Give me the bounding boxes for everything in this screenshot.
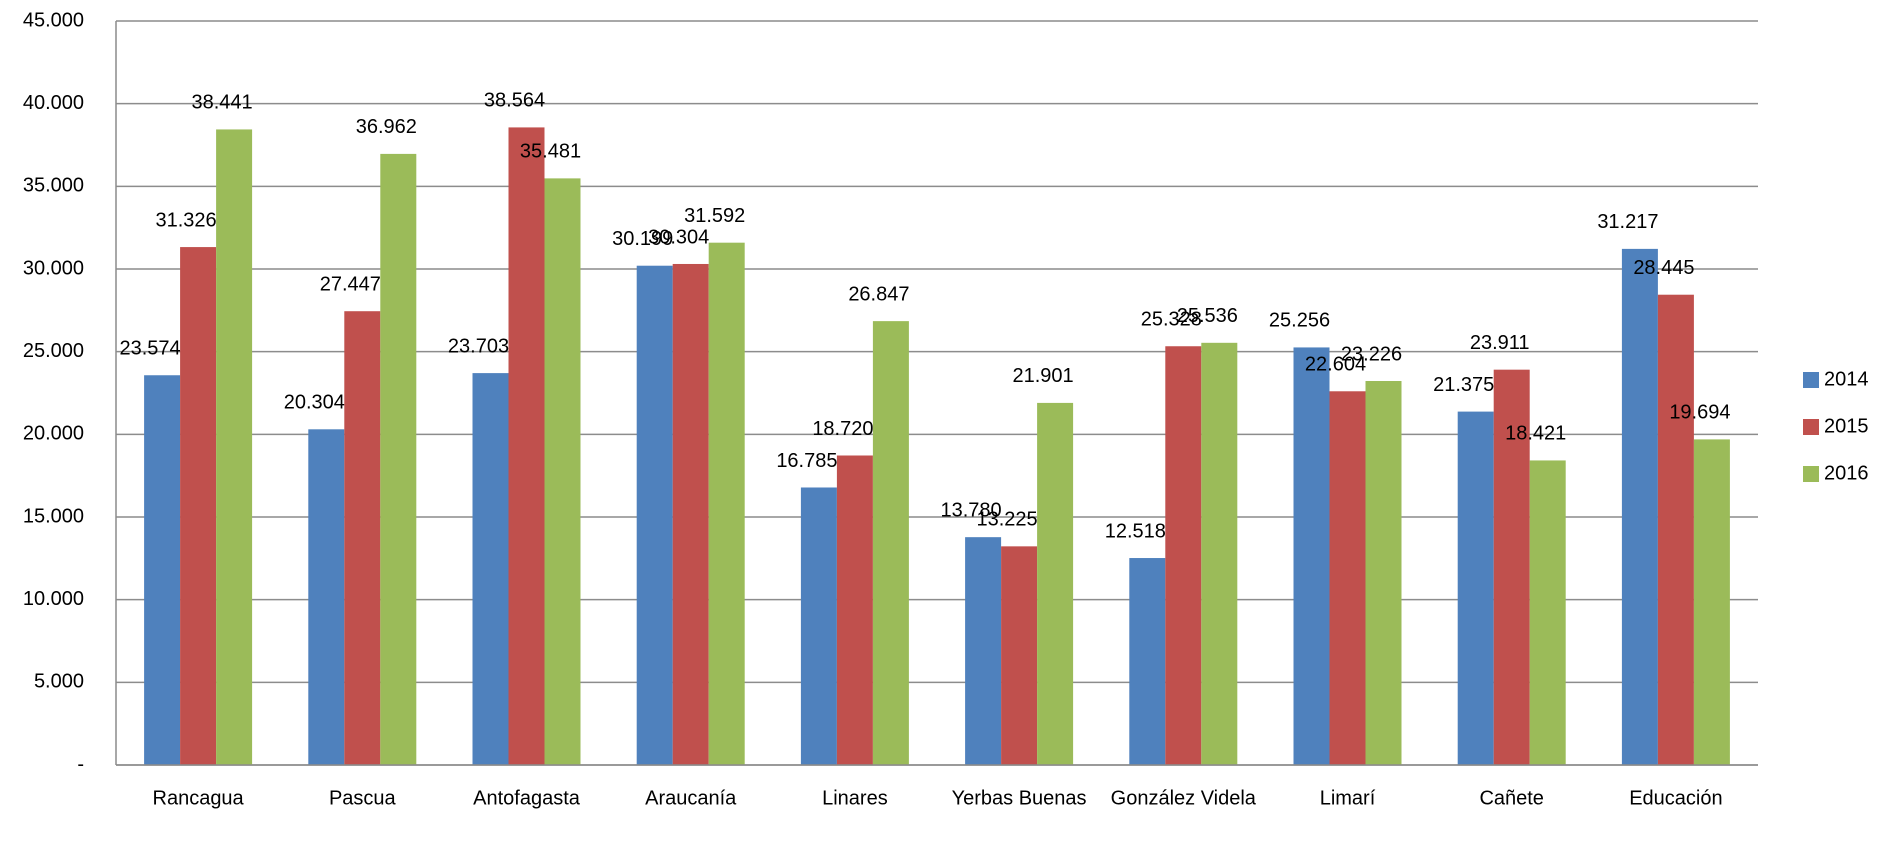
legend-swatch bbox=[1803, 466, 1819, 482]
bar bbox=[1001, 546, 1038, 765]
value-label: 30.304 bbox=[648, 226, 709, 248]
value-label: 18.421 bbox=[1505, 423, 1566, 445]
value-label: 35.481 bbox=[520, 141, 581, 163]
x-tick-label: Araucanía bbox=[645, 787, 737, 809]
bar bbox=[308, 429, 345, 765]
x-tick-label: Antofagasta bbox=[473, 787, 581, 809]
y-tick-label: 20.000 bbox=[23, 423, 84, 445]
x-tick-label: Rancagua bbox=[153, 787, 245, 809]
bar bbox=[1329, 391, 1366, 765]
bar bbox=[1621, 248, 1658, 766]
value-label: 26.847 bbox=[848, 283, 909, 305]
bar bbox=[1201, 342, 1238, 765]
value-label: 13.225 bbox=[977, 509, 1038, 531]
value-label: 36.962 bbox=[356, 116, 417, 138]
legend-label: 2015 bbox=[1824, 415, 1869, 437]
bar bbox=[965, 537, 1002, 765]
value-label: 38.564 bbox=[484, 90, 545, 112]
value-label: 38.441 bbox=[192, 92, 253, 114]
value-label: 19.694 bbox=[1669, 402, 1730, 424]
y-tick-label: 30.000 bbox=[23, 257, 84, 279]
bar bbox=[1693, 439, 1730, 765]
y-tick-label: 15.000 bbox=[23, 505, 84, 527]
bar bbox=[144, 375, 181, 765]
value-label: 16.785 bbox=[776, 450, 837, 472]
bar bbox=[708, 242, 745, 765]
bar bbox=[872, 321, 909, 765]
value-label: 12.518 bbox=[1105, 520, 1166, 542]
bar bbox=[508, 127, 545, 766]
bar bbox=[672, 263, 709, 765]
y-tick-label: 5.000 bbox=[34, 671, 84, 693]
legend-label: 2014 bbox=[1824, 368, 1869, 390]
legend-swatch bbox=[1803, 372, 1819, 388]
bar bbox=[800, 487, 837, 765]
bar bbox=[472, 373, 509, 765]
value-label: 25.328 bbox=[1141, 309, 1202, 331]
bar bbox=[1529, 460, 1566, 765]
value-label: 18.720 bbox=[812, 418, 873, 440]
y-tick-label: 40.000 bbox=[23, 92, 84, 114]
bar bbox=[1293, 347, 1330, 765]
value-label: 23.703 bbox=[448, 335, 509, 357]
x-tick-label: Yerbas Buenas bbox=[952, 787, 1087, 809]
legend-swatch bbox=[1803, 419, 1819, 435]
x-tick-label: Educación bbox=[1629, 787, 1722, 809]
bar bbox=[1657, 294, 1694, 765]
y-tick-label: 45.000 bbox=[23, 9, 84, 31]
value-label: 13.780 bbox=[941, 499, 1002, 521]
bar bbox=[1365, 380, 1402, 765]
bar bbox=[216, 129, 253, 765]
bar bbox=[1493, 369, 1530, 765]
value-label: 23.574 bbox=[120, 338, 181, 360]
value-label: 25.256 bbox=[1269, 310, 1330, 332]
value-label: 23.911 bbox=[1470, 332, 1530, 354]
bar bbox=[1457, 411, 1494, 765]
x-tick-label: Cañete bbox=[1479, 787, 1544, 809]
value-label: 30.199 bbox=[612, 228, 673, 250]
bar bbox=[1129, 558, 1166, 765]
x-tick-label: González Videla bbox=[1111, 787, 1257, 809]
y-tick-label: 10.000 bbox=[23, 588, 84, 610]
x-tick-label: Pascua bbox=[329, 787, 397, 809]
bar bbox=[544, 178, 581, 765]
value-label: 21.375 bbox=[1433, 374, 1494, 396]
bar bbox=[1037, 402, 1074, 765]
value-label: 23.226 bbox=[1341, 343, 1402, 365]
value-label: 31.217 bbox=[1597, 211, 1658, 233]
bar bbox=[836, 455, 873, 765]
x-tick-label: Linares bbox=[822, 787, 888, 809]
bar bbox=[380, 153, 417, 766]
y-tick-label: 25.000 bbox=[23, 340, 84, 362]
y-tick-label: 35.000 bbox=[23, 175, 84, 197]
bar bbox=[344, 311, 381, 765]
value-label: 31.326 bbox=[156, 209, 217, 231]
value-label: 22.604 bbox=[1305, 354, 1366, 376]
value-label: 31.592 bbox=[684, 205, 745, 227]
value-label: 25.536 bbox=[1177, 305, 1238, 327]
value-label: 28.445 bbox=[1633, 257, 1694, 279]
bar bbox=[636, 265, 673, 765]
y-tick-label: - bbox=[77, 753, 84, 775]
bar bbox=[1165, 346, 1202, 765]
x-tick-label: Limarí bbox=[1320, 787, 1376, 809]
value-label: 20.304 bbox=[284, 392, 345, 414]
value-label: 21.901 bbox=[1013, 365, 1074, 387]
bar bbox=[180, 247, 217, 766]
value-label: 27.447 bbox=[320, 273, 381, 295]
legend-label: 2016 bbox=[1824, 462, 1869, 484]
